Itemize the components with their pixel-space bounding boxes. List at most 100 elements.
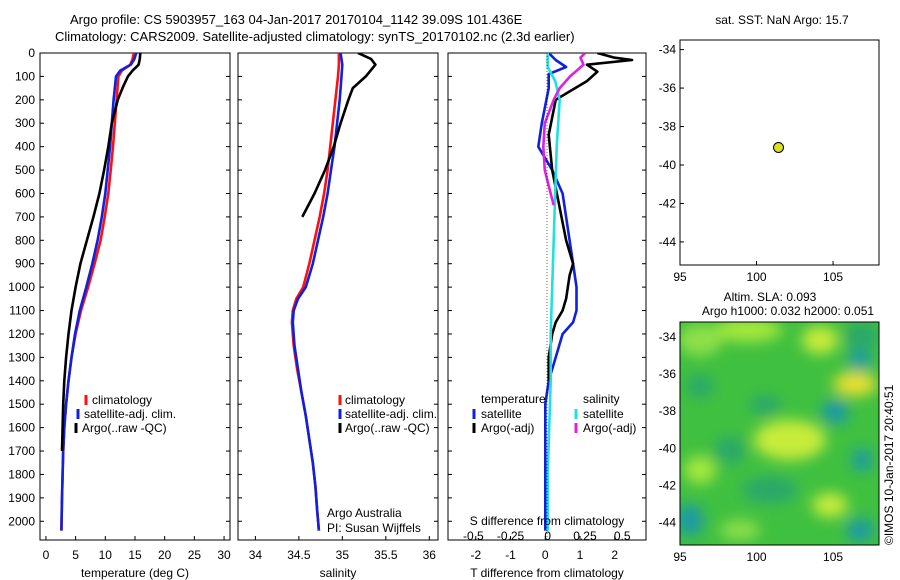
depth-tick-label: 1400 bbox=[8, 374, 35, 388]
series-line-climatology bbox=[290, 53, 341, 531]
sla-map-title-line-2: Argo h1000: 0.032 h2000: 0.051 bbox=[702, 304, 874, 318]
x-tick-label: 34.5 bbox=[287, 548, 311, 562]
x-tick-label: 0 bbox=[43, 548, 50, 562]
temperature-panel-frame bbox=[39, 52, 231, 541]
imos-timestamp: ©IMOS 10-Jan-2017 20:40:51 bbox=[882, 384, 896, 545]
map-x-tick-label: 100 bbox=[747, 270, 767, 284]
legend-label-argo: Argo(..raw -QC) bbox=[82, 421, 167, 435]
sla-heatmap bbox=[680, 322, 879, 545]
map-y-tick-label: -40 bbox=[659, 158, 677, 172]
depth-tick-label: 1300 bbox=[8, 350, 35, 364]
depth-tick-label: 900 bbox=[15, 257, 35, 271]
secondary-x-tick-label: 0.25 bbox=[573, 529, 597, 543]
sla-blob bbox=[844, 322, 879, 350]
secondary-x-tick-label: 0 bbox=[544, 529, 551, 543]
sla-blob bbox=[720, 520, 760, 540]
secondary-x-tick-label: 0.5 bbox=[614, 529, 631, 543]
series-line-argo bbox=[60, 53, 142, 452]
sla-blob bbox=[802, 326, 838, 354]
sla-blob bbox=[848, 350, 872, 370]
x-tick-label: 0 bbox=[542, 548, 549, 562]
legend-label-satellite: satellite-adj. clim. bbox=[345, 407, 437, 421]
series-line-argo bbox=[547, 53, 634, 381]
sst-map-frame bbox=[679, 39, 880, 266]
salinity-annotation-line-2: PI: Susan Wijffels bbox=[327, 521, 421, 535]
x-tick-label: 36 bbox=[423, 548, 437, 562]
sla-blob bbox=[742, 476, 798, 504]
series-line-climatology bbox=[60, 53, 136, 531]
depth-tick-label: 500 bbox=[15, 163, 35, 177]
secondary-x-tick-label: -0.5 bbox=[463, 529, 484, 543]
x-tick-label: 25 bbox=[188, 548, 202, 562]
legend-label-sal-argo: Argo(-adj) bbox=[583, 421, 636, 435]
legend-label-climatology: climatology bbox=[345, 393, 405, 407]
legend-label-argo: Argo(..raw -QC) bbox=[345, 421, 430, 435]
depth-tick-label: 1100 bbox=[9, 304, 35, 318]
salinity-series bbox=[290, 53, 377, 531]
argo-position-marker bbox=[773, 142, 785, 153]
legend-label-satellite: satellite-adj. clim. bbox=[84, 407, 176, 421]
map-y-tick-label: -36 bbox=[659, 81, 677, 95]
secondary-x-tick-label: -0.25 bbox=[497, 529, 525, 543]
sla-map-axes: 95 100 105 -34 -36 -38 -40 -42 -44 bbox=[659, 330, 844, 564]
depth-tick-label: 1200 bbox=[8, 327, 35, 341]
x-tick-label: 35.5 bbox=[374, 548, 398, 562]
map-x-tick-label: 105 bbox=[823, 270, 843, 284]
series-line-satellite bbox=[291, 53, 344, 531]
series-line-argo_diff_salinity bbox=[541, 53, 586, 206]
temperature-xlabel: temperature (deg C) bbox=[81, 566, 189, 580]
x-tick-label: 20 bbox=[158, 548, 172, 562]
map-y-tick-label: -38 bbox=[659, 404, 677, 418]
x-tick-label: 30 bbox=[217, 548, 231, 562]
depth-tick-label: 1000 bbox=[8, 280, 35, 294]
sla-blob bbox=[684, 456, 716, 484]
x-tick-label: 15 bbox=[128, 548, 142, 562]
header-line-1: Argo profile: CS 5903957_163 04-Jan-2017… bbox=[70, 12, 523, 27]
map-x-tick-label: 105 bbox=[823, 550, 843, 564]
x-tick-label: -1 bbox=[505, 548, 516, 562]
series-line-satellite_diff_salinity bbox=[546, 53, 562, 531]
depth-tick-label: 1500 bbox=[8, 397, 35, 411]
legend-label-sal-satellite: satellite bbox=[583, 407, 624, 421]
x-tick-label: 2 bbox=[611, 548, 618, 562]
difference-legend: temperature salinity satellite Argo(-adj… bbox=[472, 392, 636, 435]
temperature-series bbox=[60, 53, 142, 531]
sla-blob bbox=[680, 324, 722, 356]
sla-blob bbox=[846, 518, 874, 542]
difference-axes: -2 -1 0 1 2 -0.5 -0.25 0 0.25 0.5 bbox=[448, 52, 646, 562]
map-y-tick-label: -36 bbox=[659, 367, 677, 381]
difference-series bbox=[536, 53, 634, 531]
sla-blob bbox=[686, 374, 714, 398]
x-tick-label: 35 bbox=[336, 548, 350, 562]
sla-blob bbox=[754, 420, 826, 460]
sla-blob bbox=[714, 322, 782, 342]
depth-tick-label: 400 bbox=[15, 140, 35, 154]
salinity-legend: climatology satellite-adj. clim. Argo(..… bbox=[338, 393, 437, 435]
sst-map-title: sat. SST: NaN Argo: 15.7 bbox=[715, 13, 849, 27]
series-line-satellite bbox=[60, 53, 138, 531]
sla-blob bbox=[714, 436, 746, 464]
temperature-legend: climatology satellite-adj. clim. Argo(..… bbox=[74, 393, 176, 435]
salinity-axes: 34 34.5 35 35.5 36 bbox=[238, 52, 438, 562]
sla-blob bbox=[833, 372, 877, 396]
series-line-argo bbox=[301, 53, 377, 218]
map-y-tick-label: -44 bbox=[659, 516, 677, 530]
depth-tick-label: 100 bbox=[15, 69, 35, 83]
map-y-tick-label: -42 bbox=[659, 479, 677, 493]
legend-title-salinity: salinity bbox=[583, 392, 620, 406]
depth-tick-label: 2000 bbox=[8, 514, 35, 528]
x-tick-label: -2 bbox=[470, 548, 481, 562]
map-y-tick-label: -34 bbox=[659, 43, 677, 57]
sla-map-title-line-1: Altim. SLA: 0.093 bbox=[724, 290, 817, 304]
map-y-tick-label: -44 bbox=[659, 235, 677, 249]
sla-blob bbox=[821, 400, 849, 424]
legend-label-temp-satellite: satellite bbox=[481, 407, 522, 421]
x-tick-label: 34 bbox=[249, 548, 263, 562]
map-x-tick-label: 95 bbox=[673, 270, 687, 284]
map-y-tick-label: -42 bbox=[659, 196, 677, 210]
difference-xlabel: T difference from climatology bbox=[470, 566, 624, 580]
salinity-annotation-line-1: Argo Australia bbox=[327, 506, 402, 520]
x-tick-label: 5 bbox=[72, 548, 79, 562]
